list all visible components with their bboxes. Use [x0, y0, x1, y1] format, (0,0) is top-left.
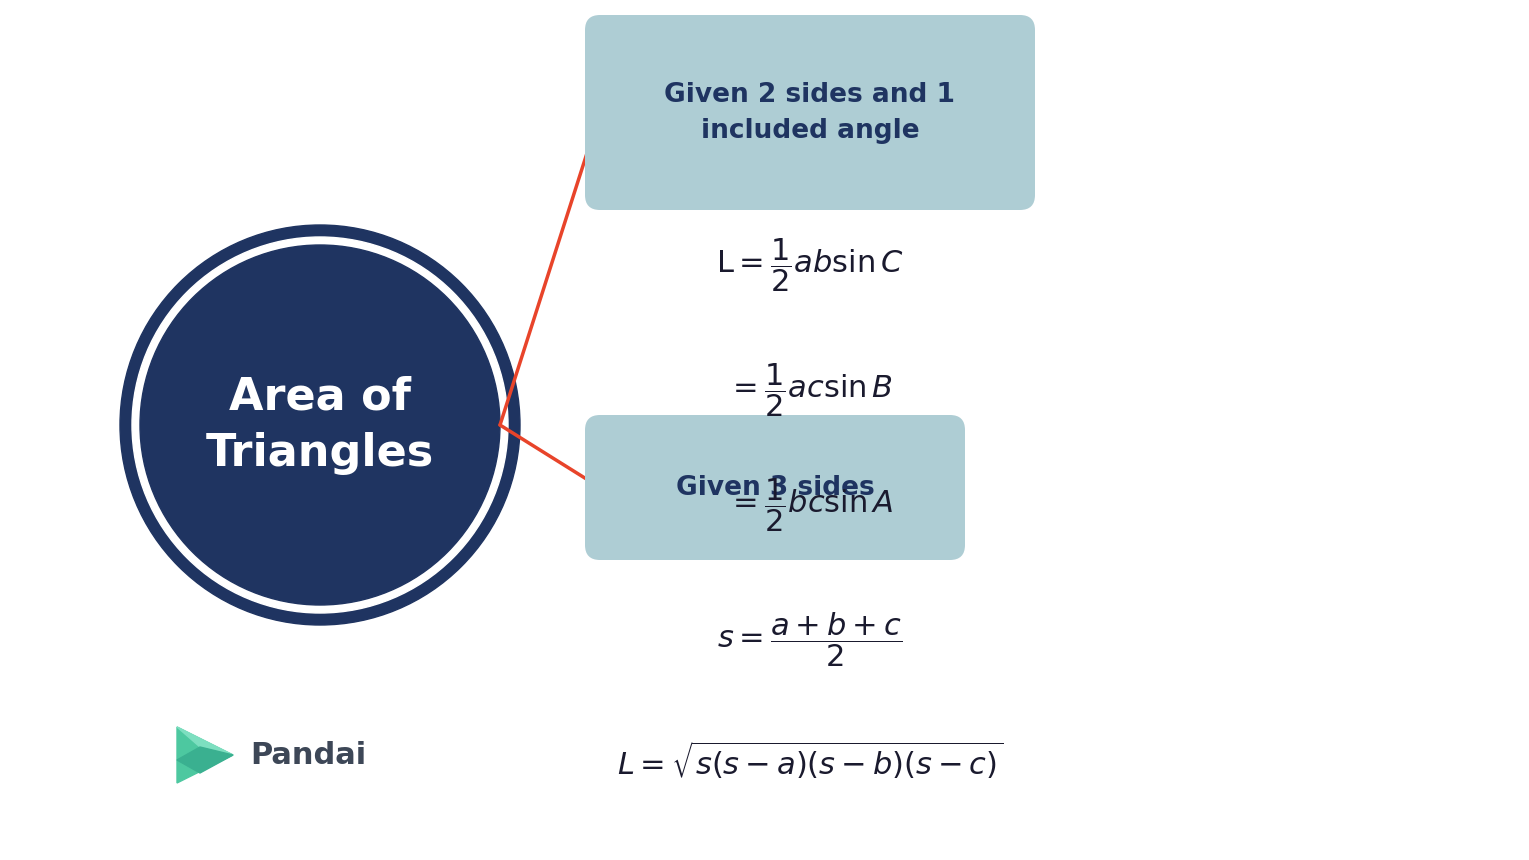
- Ellipse shape: [119, 225, 520, 625]
- Text: $L = \sqrt{s(s-a)(s-b)(s-c)}$: $L = \sqrt{s(s-a)(s-b)(s-c)}$: [616, 739, 1003, 781]
- FancyBboxPatch shape: [586, 415, 965, 560]
- Ellipse shape: [141, 245, 500, 605]
- Ellipse shape: [131, 237, 508, 613]
- Text: Given 3 sides: Given 3 sides: [676, 475, 875, 501]
- Text: $= \dfrac{1}{2}bc\sin A$: $= \dfrac{1}{2}bc\sin A$: [726, 476, 893, 534]
- Text: Pandai: Pandai: [251, 740, 367, 770]
- Text: $s = \dfrac{a+b+c}{2}$: $s = \dfrac{a+b+c}{2}$: [717, 611, 902, 669]
- Polygon shape: [177, 747, 232, 773]
- Text: $\mathrm{L} = \dfrac{1}{2}ab\sin C$: $\mathrm{L} = \dfrac{1}{2}ab\sin C$: [716, 237, 904, 294]
- Polygon shape: [177, 727, 232, 755]
- Polygon shape: [177, 727, 232, 783]
- Text: $= \dfrac{1}{2}ac\sin B$: $= \dfrac{1}{2}ac\sin B$: [728, 361, 893, 419]
- Text: Given 2 sides and 1
included angle: Given 2 sides and 1 included angle: [665, 82, 956, 144]
- Text: Area of
Triangles: Area of Triangles: [206, 375, 434, 475]
- FancyBboxPatch shape: [586, 15, 1035, 210]
